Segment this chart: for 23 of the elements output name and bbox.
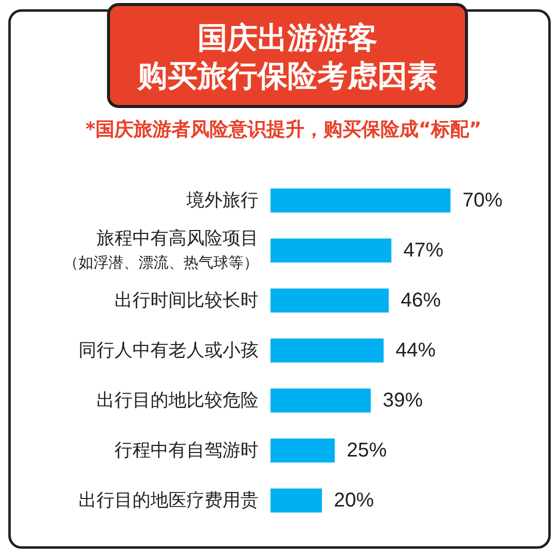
bar (270, 238, 392, 262)
data-label: 20% (334, 490, 374, 512)
bar (270, 388, 371, 412)
bar (270, 188, 450, 212)
y-tick-label: 出行时间比较长时 (114, 290, 258, 311)
bar (270, 488, 322, 512)
y-tick-label: 出行目的地比较危险 (96, 390, 258, 411)
data-label: 25% (346, 440, 388, 462)
data-label: 47% (403, 240, 444, 262)
bar (270, 438, 335, 462)
bar (270, 338, 384, 362)
data-label: 44% (396, 340, 436, 362)
y-tick-label: 同行人中有老人或小孩 (78, 340, 258, 361)
y-tick-label: 出行目的地医疗费用贵 (78, 490, 258, 511)
y-tick-label: 旅程中有高风险项目（如浮潜、漂流、热气球等） (64, 228, 258, 272)
chart-subtitle: *国庆旅游者风险意识提升，购买保险成“标配” (86, 118, 482, 140)
data-label: 39% (382, 390, 424, 412)
y-tick-label: 境外旅行 (186, 190, 258, 211)
y-tick-label: 行程中有自驾游时 (114, 440, 258, 461)
chart-title: 国庆出游游客购买旅行保险考虑因素 (136, 21, 438, 94)
data-label: 70% (462, 190, 503, 212)
bar (270, 288, 389, 312)
data-label: 46% (400, 290, 442, 312)
